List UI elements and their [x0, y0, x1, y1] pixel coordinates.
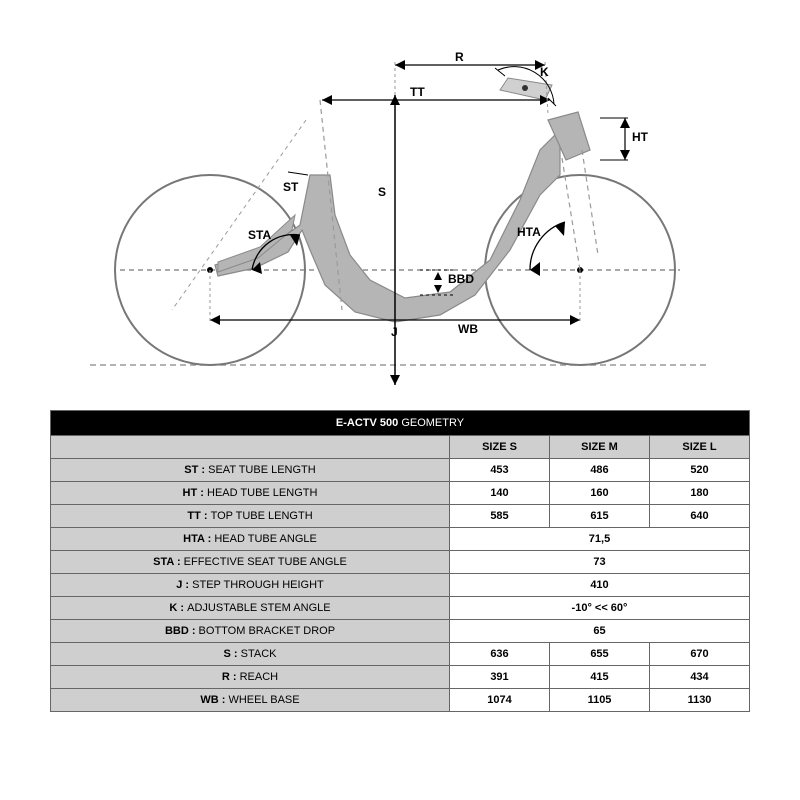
size-header-m: SIZE M — [550, 436, 650, 459]
label-HTA: HTA — [517, 225, 541, 239]
table-row: R : REACH391415434 — [51, 666, 750, 689]
row-value: 1105 — [550, 689, 650, 712]
size-header-l: SIZE L — [650, 436, 750, 459]
row-value: 1074 — [450, 689, 550, 712]
row-label: TT : TOP TUBE LENGTH — [51, 505, 450, 528]
label-TT: TT — [410, 85, 425, 99]
row-label: HT : HEAD TUBE LENGTH — [51, 482, 450, 505]
table-row: TT : TOP TUBE LENGTH585615640 — [51, 505, 750, 528]
label-STA: STA — [248, 228, 271, 242]
table-row: J : STEP THROUGH HEIGHT410 — [51, 574, 750, 597]
row-merged-value: 73 — [450, 551, 750, 574]
row-merged-value: 410 — [450, 574, 750, 597]
row-value: 670 — [650, 643, 750, 666]
row-merged-value: 65 — [450, 620, 750, 643]
row-merged-value: -10° << 60° — [450, 597, 750, 620]
label-S: S — [378, 185, 386, 199]
label-WB: WB — [455, 322, 481, 336]
row-label: J : STEP THROUGH HEIGHT — [51, 574, 450, 597]
geometry-diagram: R K TT HT S ST STA HTA BBD J WB — [0, 0, 800, 400]
label-R: R — [455, 50, 464, 64]
size-header-s: SIZE S — [450, 436, 550, 459]
row-value: 415 — [550, 666, 650, 689]
row-value: 160 — [550, 482, 650, 505]
label-HT: HT — [632, 130, 648, 144]
row-value: 640 — [650, 505, 750, 528]
label-K: K — [540, 65, 549, 79]
row-label: ST : SEAT TUBE LENGTH — [51, 459, 450, 482]
table-row: ST : SEAT TUBE LENGTH453486520 — [51, 459, 750, 482]
label-ST: ST — [283, 180, 298, 194]
row-label: STA : EFFECTIVE SEAT TUBE ANGLE — [51, 551, 450, 574]
table-row: HT : HEAD TUBE LENGTH140160180 — [51, 482, 750, 505]
row-value: 1130 — [650, 689, 750, 712]
row-value: 391 — [450, 666, 550, 689]
row-label: HTA : HEAD TUBE ANGLE — [51, 528, 450, 551]
label-J: J — [391, 325, 398, 339]
table-header-row: SIZE S SIZE M SIZE L — [51, 436, 750, 459]
row-value: 615 — [550, 505, 650, 528]
table-row: S : STACK636655670 — [51, 643, 750, 666]
row-value: 140 — [450, 482, 550, 505]
table-row: HTA : HEAD TUBE ANGLE71,5 — [51, 528, 750, 551]
row-merged-value: 71,5 — [450, 528, 750, 551]
row-label: R : REACH — [51, 666, 450, 689]
row-value: 636 — [450, 643, 550, 666]
row-value: 486 — [550, 459, 650, 482]
row-label: BBD : BOTTOM BRACKET DROP — [51, 620, 450, 643]
row-value: 180 — [650, 482, 750, 505]
row-value: 453 — [450, 459, 550, 482]
table-row: WB : WHEEL BASE107411051130 — [51, 689, 750, 712]
label-BBD: BBD — [448, 272, 474, 286]
table-row: K : ADJUSTABLE STEM ANGLE-10° << 60° — [51, 597, 750, 620]
row-value: 585 — [450, 505, 550, 528]
geometry-table-container: E-ACTV 500 GEOMETRY SIZE S SIZE M SIZE L… — [50, 410, 750, 712]
geometry-table: E-ACTV 500 GEOMETRY SIZE S SIZE M SIZE L… — [50, 410, 750, 712]
table-title-row: E-ACTV 500 GEOMETRY — [51, 411, 750, 436]
row-label: K : ADJUSTABLE STEM ANGLE — [51, 597, 450, 620]
table-title: E-ACTV 500 GEOMETRY — [51, 411, 750, 436]
row-value: 434 — [650, 666, 750, 689]
row-value: 655 — [550, 643, 650, 666]
row-value: 520 — [650, 459, 750, 482]
table-row: STA : EFFECTIVE SEAT TUBE ANGLE73 — [51, 551, 750, 574]
table-row: BBD : BOTTOM BRACKET DROP65 — [51, 620, 750, 643]
row-label: WB : WHEEL BASE — [51, 689, 450, 712]
row-label: S : STACK — [51, 643, 450, 666]
